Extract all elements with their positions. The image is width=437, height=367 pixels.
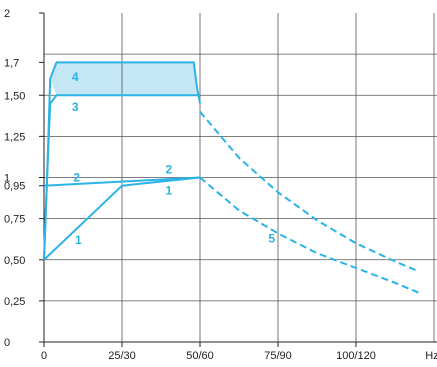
curve-label-4: 4 (72, 70, 79, 84)
y-tick-label: 0,75 (4, 214, 25, 226)
y-tick-label: 0,25 (4, 296, 25, 308)
x-tick-label: 100/120 (336, 350, 376, 362)
band-fill-3-4 (50, 62, 201, 96)
y-tick-label: 1 (4, 173, 10, 185)
curve-label-1: 1 (75, 233, 82, 247)
curve-4 (43, 61, 201, 260)
curve-label-2: 2 (73, 171, 80, 185)
curve-label-2: 2 (165, 162, 172, 176)
x-tick-label: 25/30 (108, 350, 136, 362)
curve-5 (199, 176, 419, 294)
y-tick-label: 1,25 (4, 131, 25, 143)
curve-label-5: 5 (268, 231, 275, 245)
x-tick-label: 50/60 (186, 350, 214, 362)
curve-label-3: 3 (72, 100, 79, 114)
y-tick-label: 0 (4, 337, 10, 349)
y-tick-label: 1,7 (4, 57, 19, 69)
y-tick-label: 1,50 (4, 90, 25, 102)
y-tick-label: 2 (4, 8, 10, 20)
x-unit-label: Hz (425, 350, 437, 362)
x-tick-label: 75/90 (264, 350, 292, 362)
curve-2 (43, 176, 201, 187)
curve-dashed-4 (199, 111, 419, 273)
x-tick-label: 0 (41, 350, 47, 362)
curve-label-1: 1 (165, 184, 172, 198)
y-tick-label: 0,50 (4, 255, 25, 267)
y-tick-label: 0,95 (4, 181, 25, 193)
curve-1 (43, 176, 201, 261)
